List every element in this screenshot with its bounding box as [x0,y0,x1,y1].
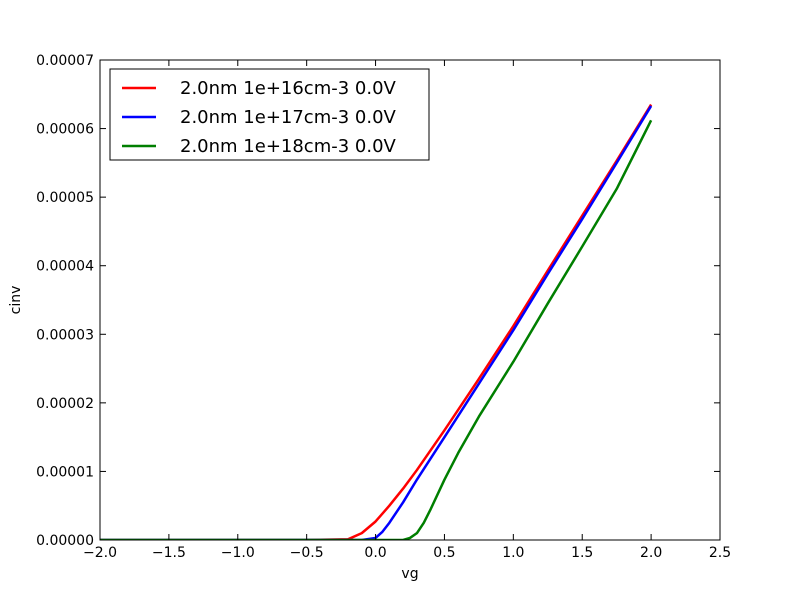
y-tick-label: 0.00002 [36,396,94,412]
legend: 2.0nm 1e+16cm-3 0.0V 2.0nm 1e+17cm-3 0.0V… [109,68,430,161]
plot-frame [99,59,721,541]
series-layer [100,103,653,540]
x-tick-label: −0.5 [290,545,324,561]
y-tick-label: 0.00005 [36,190,94,206]
x-tick-label: −1.5 [152,545,186,561]
x-tick-label: 1.0 [502,545,524,561]
y-tick-label: 0.00007 [36,53,94,69]
legend-label-3: 2.0nm 1e+18cm-3 0.0V [180,136,397,157]
y-axis: 0.00000 0.00001 0.00002 0.00003 0.00004 0.000… [36,53,720,549]
x-tick-label: 1.5 [571,545,593,561]
y-tick-label: 0.00003 [36,327,94,343]
series-line-2 [100,105,653,540]
legend-box [109,68,430,161]
x-tick-label: −1.0 [221,545,255,561]
y-tick-label: 0.00004 [36,259,94,275]
y-tick-label: 0.00006 [36,122,94,138]
x-tick-label: 0.5 [433,545,455,561]
x-axis-label: vg [401,566,418,582]
x-tick-label: 2.5 [709,545,731,561]
series-line-1 [100,103,653,540]
x-axis: −2.0 −1.5 −1.0 −0.5 0.0 0.5 1.0 1.5 2.0 2.5 [83,60,731,561]
y-axis-label: cinv [8,286,24,315]
legend-label-2: 2.0nm 1e+17cm-3 0.0V [180,107,397,128]
x-tick-label: 0.0 [364,545,386,561]
y-tick-label: 0.00001 [36,464,94,480]
series-line-3 [100,119,653,540]
x-tick-label: 2.0 [640,545,662,561]
x-tick-label: −2.0 [83,545,117,561]
legend-label-1: 2.0nm 1e+16cm-3 0.0V [180,78,397,99]
y-tick-label: 0.00000 [36,533,94,549]
